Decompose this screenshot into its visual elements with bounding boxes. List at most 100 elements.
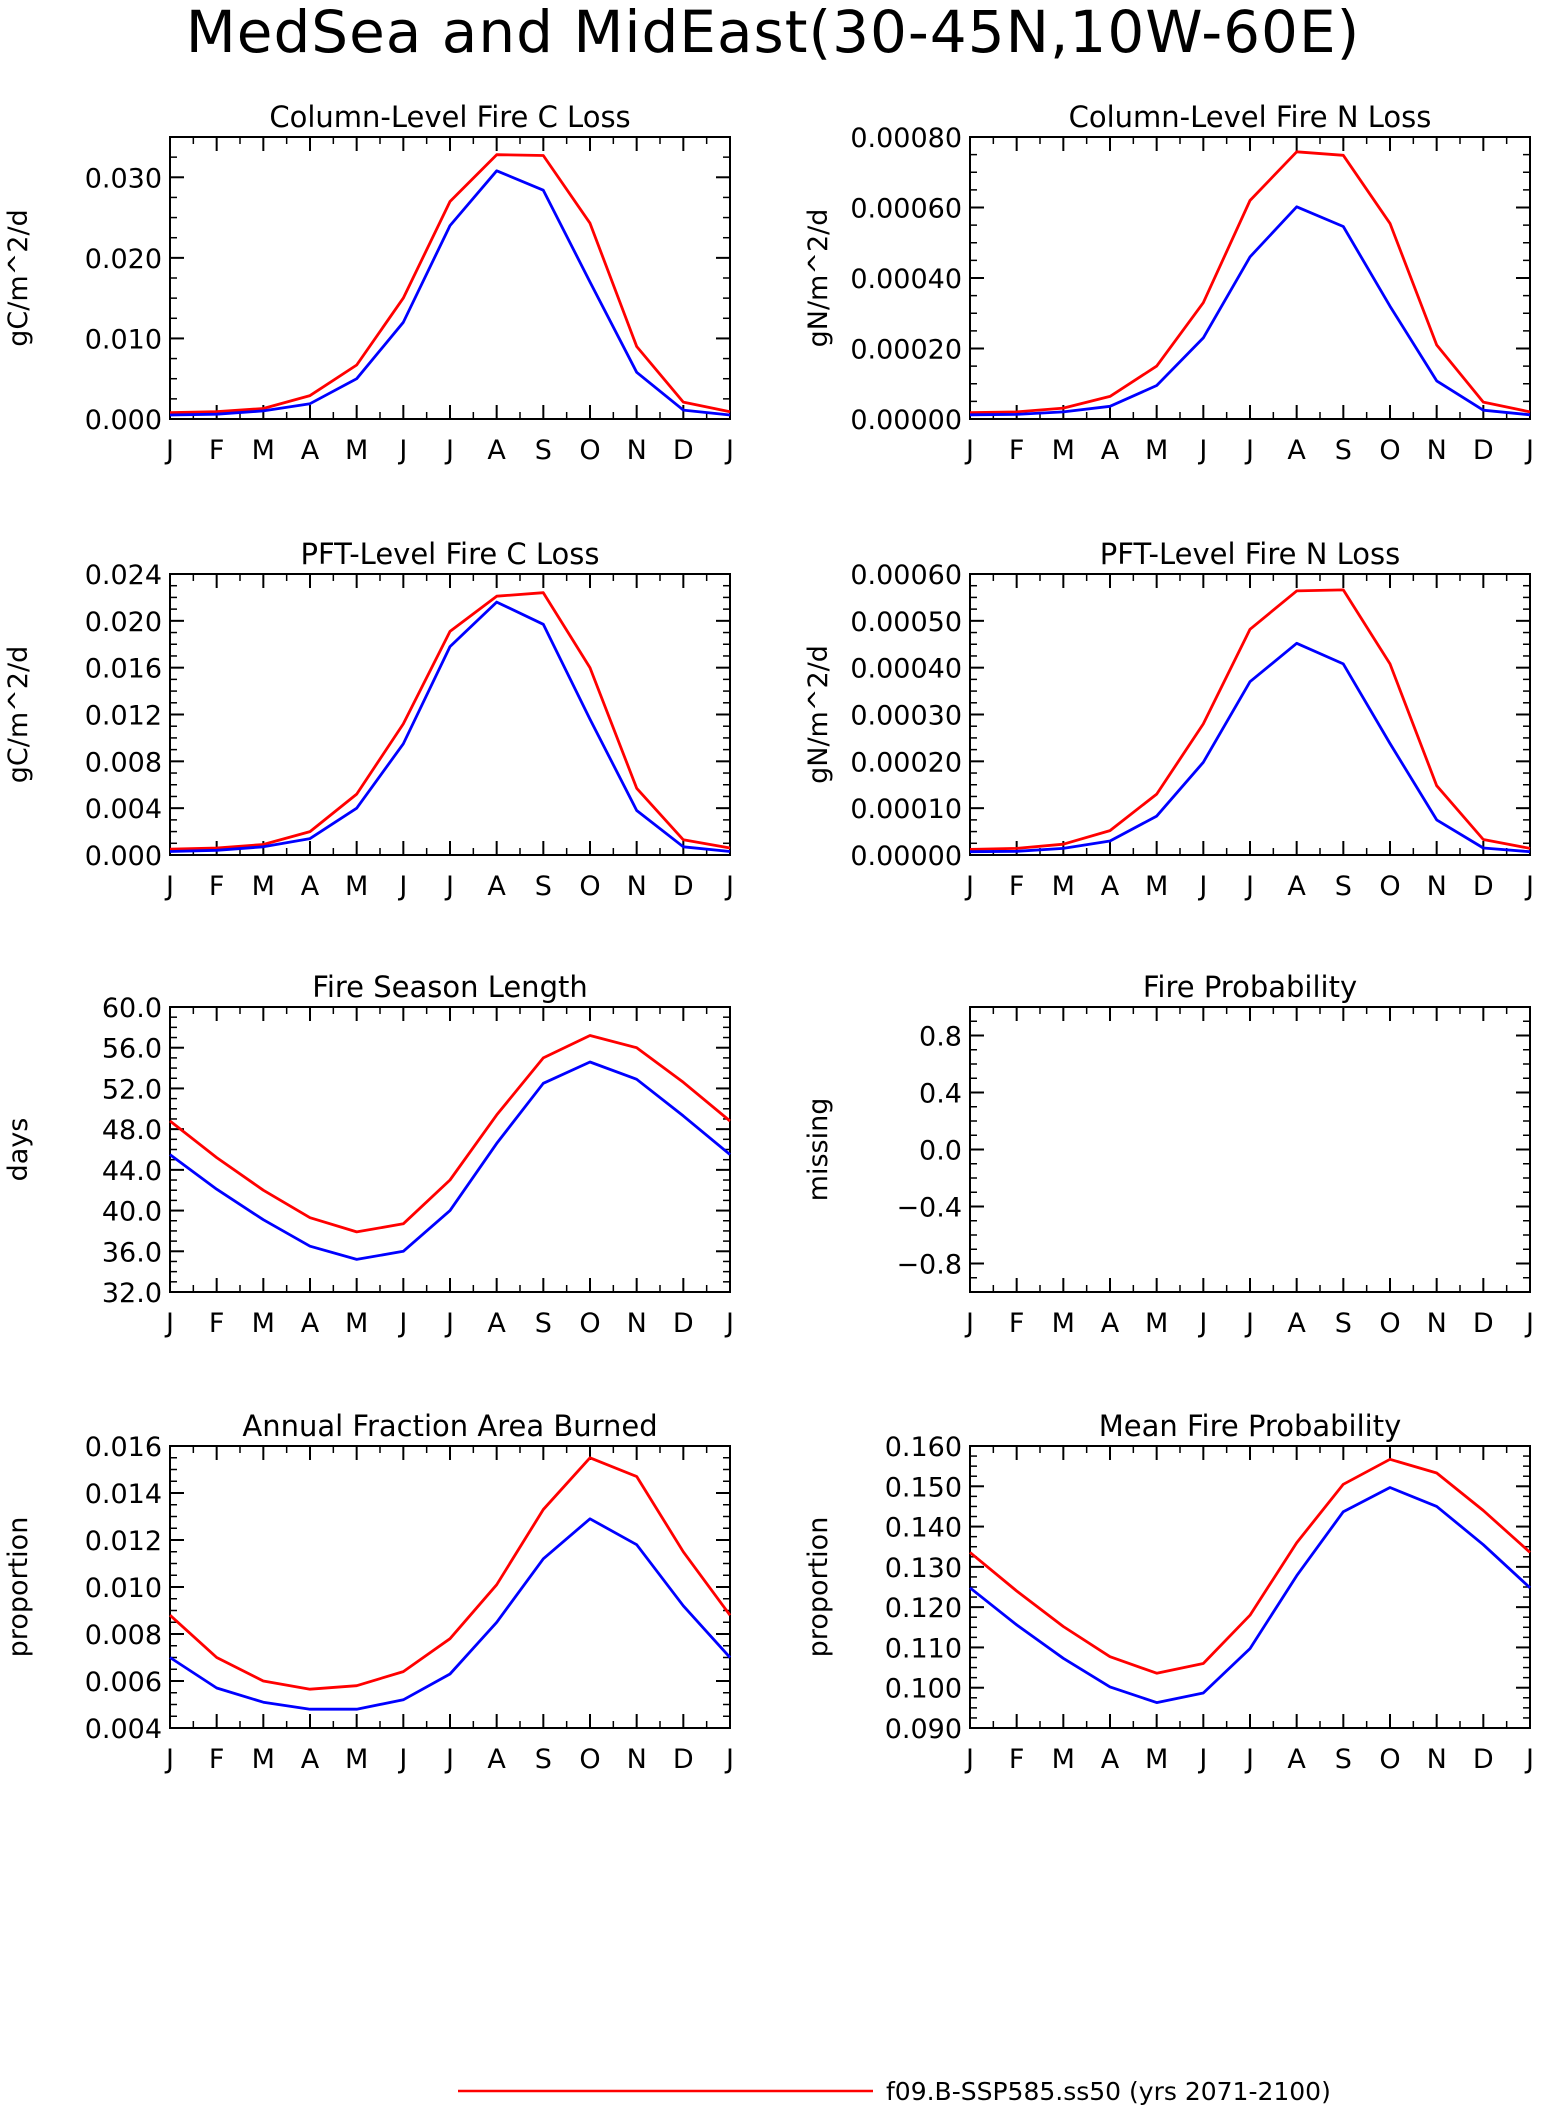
series-line-2 [969, 641, 1531, 854]
x-tick-label: A [1101, 435, 1120, 466]
x-tick-label: O [579, 871, 600, 902]
x-tick-label: F [1009, 871, 1025, 902]
x-tick-label: N [627, 435, 647, 466]
y-tick-label: 56.0 [102, 1034, 162, 1065]
y-axis-label: gN/m^2/d [803, 645, 834, 784]
x-tick-label: S [535, 435, 552, 466]
plot-frame [969, 573, 1531, 856]
y-tick-label: 0.008 [85, 747, 162, 778]
y-tick-label: 40.0 [102, 1197, 162, 1228]
x-tick-label: J [164, 871, 174, 902]
y-tick-label: 48.0 [102, 1115, 162, 1146]
x-tick-label: S [535, 871, 552, 902]
y-tick-label: 0.00080 [850, 123, 962, 154]
x-tick-label: A [1101, 1744, 1120, 1775]
x-tick-label: O [1379, 435, 1400, 466]
x-tick-label: M [1052, 1308, 1075, 1339]
x-tick-label: M [1052, 435, 1075, 466]
panel-title: Mean Fire Probability [1099, 1409, 1402, 1443]
x-tick-label: S [535, 1744, 552, 1775]
panel-title: Fire Season Length [312, 970, 587, 1004]
y-tick-label: 0.00060 [850, 560, 962, 591]
x-tick-label: N [627, 1308, 647, 1339]
y-tick-label: 0.0 [919, 1136, 962, 1167]
x-tick-label: J [1244, 1744, 1254, 1775]
x-tick-label: N [1427, 871, 1447, 902]
panel-title: PFT-Level Fire N Loss [1100, 537, 1400, 571]
x-tick-label: M [345, 435, 368, 466]
x-tick-label: J [444, 1744, 454, 1775]
x-tick-label: D [673, 1744, 694, 1775]
y-tick-label: 0.00020 [850, 335, 962, 366]
x-tick-label: F [209, 435, 225, 466]
x-tick-label: J [1524, 1308, 1534, 1339]
series-line-1 [169, 153, 731, 414]
x-tick-label: J [444, 435, 454, 466]
x-tick-label: A [301, 1308, 320, 1339]
y-tick-label: 0.016 [85, 1432, 162, 1463]
y-tick-label: 0.004 [85, 794, 162, 825]
x-tick-label: A [1287, 1744, 1306, 1775]
x-tick-label: J [444, 871, 454, 902]
y-tick-label: 0.00000 [850, 405, 962, 436]
y-tick-label: 0.100 [885, 1674, 962, 1705]
x-tick-label: J [397, 1308, 407, 1339]
x-tick-label: O [579, 435, 600, 466]
x-tick-label: A [301, 1744, 320, 1775]
x-tick-label: J [964, 435, 974, 466]
x-tick-label: A [487, 1308, 506, 1339]
x-tick-label: F [1009, 1308, 1025, 1339]
x-tick-label: M [345, 1308, 368, 1339]
x-tick-label: J [724, 871, 734, 902]
x-tick-label: D [673, 435, 694, 466]
x-tick-label: J [164, 1308, 174, 1339]
x-tick-label: N [627, 1744, 647, 1775]
plot-frame [169, 1006, 731, 1293]
y-tick-label: 0.020 [85, 607, 162, 638]
y-axis-label: proportion [3, 1517, 34, 1658]
series-line-1 [169, 1034, 731, 1234]
x-tick-label: J [164, 1744, 174, 1775]
y-tick-label: 52.0 [102, 1074, 162, 1105]
x-tick-label: J [397, 871, 407, 902]
y-tick-label: 0.140 [885, 1513, 962, 1544]
y-tick-label: 0.020 [85, 244, 162, 275]
x-tick-label: N [1427, 435, 1447, 466]
x-tick-label: A [487, 871, 506, 902]
x-tick-label: J [1197, 871, 1207, 902]
x-tick-label: D [1473, 1744, 1494, 1775]
y-tick-label: 0.00050 [850, 607, 962, 638]
y-tick-label: 0.016 [85, 654, 162, 685]
x-tick-label: M [1052, 1744, 1075, 1775]
x-tick-label: J [1197, 1744, 1207, 1775]
panel-title: Annual Fraction Area Burned [242, 1409, 657, 1443]
x-tick-label: A [487, 1744, 506, 1775]
x-tick-label: J [1524, 435, 1534, 466]
x-tick-label: J [397, 435, 407, 466]
legend: f09.B-SSP585.ss50 (yrs 2071-2100) [458, 2077, 1331, 2106]
plot-frame [169, 1445, 731, 1729]
x-tick-label: A [1287, 871, 1306, 902]
x-tick-label: S [535, 1308, 552, 1339]
x-tick-label: S [1335, 871, 1352, 902]
y-tick-label: −0.4 [896, 1193, 962, 1224]
x-tick-label: J [724, 1744, 734, 1775]
plot-frame [969, 1006, 1531, 1293]
y-tick-label: 0.00010 [850, 794, 962, 825]
y-tick-label: 0.00030 [850, 701, 962, 732]
series-line-1 [969, 1457, 1531, 1675]
x-tick-label: F [209, 871, 225, 902]
panel-title: Fire Probability [1143, 970, 1357, 1004]
panel-title: Column-Level Fire N Loss [1069, 100, 1432, 134]
y-axis-label: days [3, 1118, 34, 1182]
y-tick-label: 0.030 [85, 163, 162, 194]
x-tick-label: J [1244, 871, 1254, 902]
x-tick-label: A [1287, 1308, 1306, 1339]
